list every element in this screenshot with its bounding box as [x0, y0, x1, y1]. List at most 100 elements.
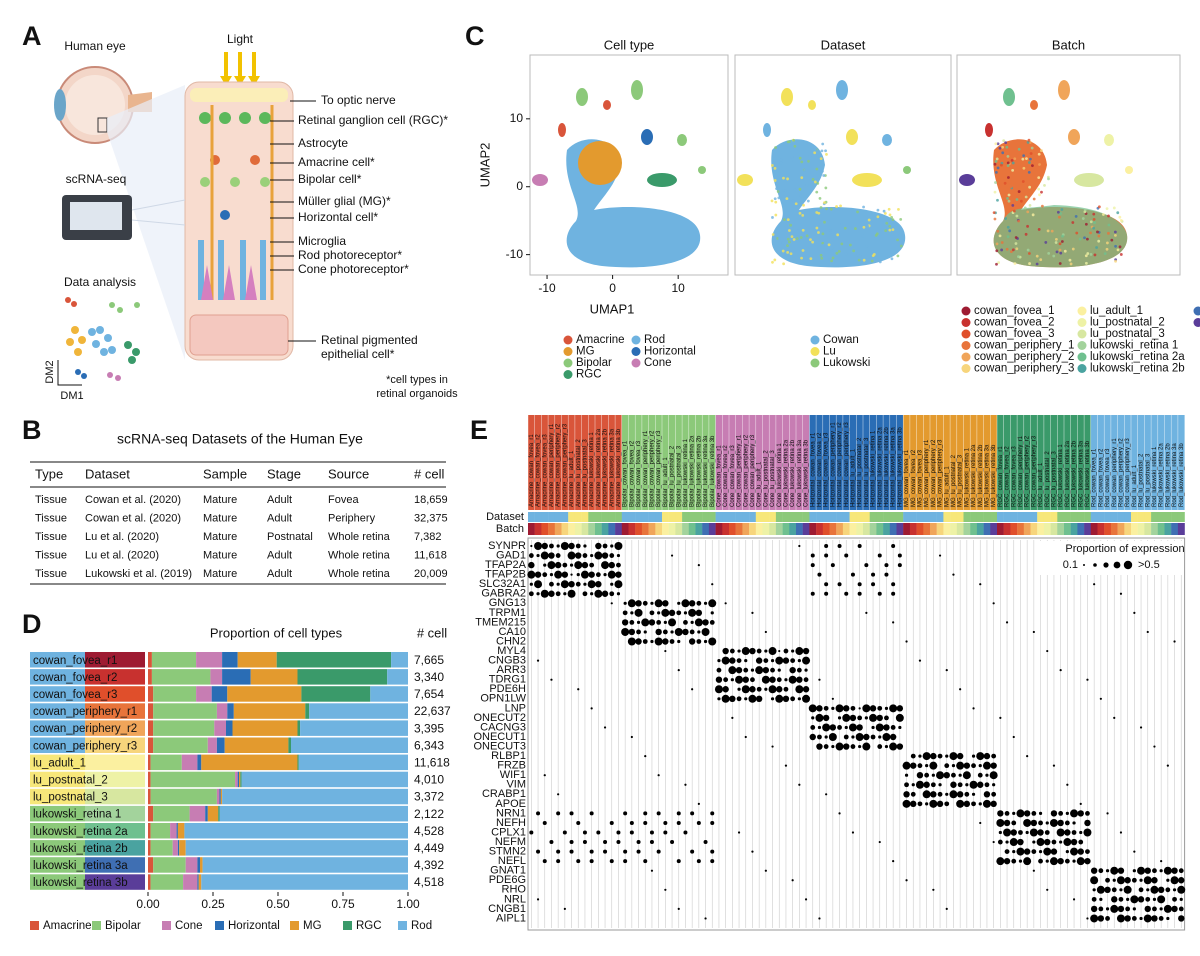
expression-dot	[978, 802, 982, 806]
expression-dot	[1051, 839, 1057, 845]
expression-dot	[670, 554, 674, 557]
legend-label: cowan_periphery_1	[974, 340, 1074, 352]
bar-segment	[211, 686, 228, 702]
expression-dot	[568, 542, 575, 550]
umap-speckle	[770, 164, 774, 167]
count-label: 4,528	[414, 824, 444, 838]
gene-label: CPLX1	[491, 826, 526, 838]
dataset-strip	[1157, 512, 1165, 522]
expression-dot	[1126, 897, 1130, 901]
expression-dot	[560, 580, 569, 589]
dataset-strip	[1144, 512, 1152, 522]
umap-cluster	[603, 100, 611, 110]
row-label: cowan_periphery_r3	[33, 740, 137, 752]
bar-segment	[291, 737, 408, 753]
gene-label: TDRG1	[489, 674, 526, 686]
umap-speckle	[810, 215, 814, 219]
table-cell: 7,382	[414, 531, 442, 543]
umap-speckle	[1014, 236, 1018, 239]
umap-speckle	[1010, 159, 1014, 162]
umap-speckle	[993, 162, 997, 166]
umap-speckle	[1113, 230, 1117, 234]
expression-dot	[601, 552, 609, 559]
umap-speckle	[1006, 154, 1010, 158]
expression-dot	[662, 638, 669, 645]
umap-speckle	[1103, 252, 1107, 256]
expression-dot	[634, 608, 643, 617]
expression-dot	[1133, 850, 1136, 853]
expression-dot	[1023, 818, 1032, 827]
expression-dot	[536, 592, 540, 596]
column-label: Bipolar_lukowski_retina 2a	[690, 435, 696, 507]
x-tick-label: 0.75	[331, 897, 355, 911]
expression-dot	[864, 563, 869, 568]
expression-dot	[528, 561, 535, 569]
row-batch	[85, 720, 145, 736]
batch-strip	[816, 523, 823, 535]
expression-dot	[1071, 830, 1077, 835]
umap-cluster	[1074, 173, 1104, 187]
umap-speckle	[799, 194, 803, 198]
count-label: 3,395	[414, 721, 444, 735]
expression-dot	[643, 859, 648, 864]
expression-dot	[929, 799, 938, 808]
expression-dot	[1031, 849, 1037, 854]
expression-dot	[897, 553, 902, 558]
umap-title: Cell type	[604, 37, 655, 52]
expression-dot	[1090, 905, 1098, 913]
expression-dot	[755, 695, 763, 702]
batch-strip	[1137, 523, 1145, 535]
expression-dot	[629, 620, 635, 625]
expression-dot	[1023, 848, 1031, 855]
batch-strip	[749, 523, 756, 535]
expression-dot	[902, 799, 911, 808]
column-label: Rod_lu_postnatal_2	[1139, 453, 1145, 507]
column-label: Amacrine_lukowski_retina 3b	[616, 428, 622, 507]
legend-swatch	[961, 306, 971, 316]
expression-dot	[1172, 896, 1177, 902]
bar-segment	[185, 857, 198, 873]
umap-speckle	[1001, 145, 1004, 149]
dataset-strip	[641, 512, 649, 522]
expression-dot	[542, 820, 547, 825]
column-label: Cone_lukowski_retina 2b	[790, 439, 796, 507]
expression-dot	[1026, 755, 1029, 758]
row-batch	[85, 771, 145, 788]
umap-speckle	[891, 218, 895, 222]
bar-segment	[210, 669, 223, 685]
batch-strip	[541, 523, 549, 535]
bar-segment	[148, 754, 151, 771]
expression-dot	[728, 666, 737, 675]
expression-dot	[1086, 678, 1089, 681]
expression-dot	[1064, 858, 1070, 864]
expression-dot	[708, 637, 717, 646]
umap-speckle	[816, 178, 820, 182]
bar-segment	[150, 788, 217, 805]
expression-dot	[1131, 916, 1137, 921]
umap-speckle	[1029, 157, 1032, 161]
dataset-strip	[990, 512, 998, 522]
expression-dot	[696, 600, 702, 606]
table-cell: 11,618	[414, 549, 447, 561]
expression-dot	[1011, 858, 1017, 864]
column-label: Amacrine_lukowski_retina 2a	[596, 428, 602, 507]
umap-speckle	[867, 218, 871, 222]
expression-dot	[656, 620, 662, 625]
expression-dot	[992, 783, 996, 787]
row-dataset	[30, 805, 85, 822]
expression-dot	[1105, 907, 1110, 911]
expression-dot	[683, 620, 688, 625]
column-label: RGC_lukowski_retina 2a	[1065, 440, 1071, 507]
column-label: Horizontal_cowan_fovea_r3	[824, 432, 830, 507]
umap-speckle	[829, 207, 833, 211]
bar-segment	[176, 823, 178, 839]
expression-dot	[676, 811, 681, 816]
count-label: 2,122	[414, 807, 444, 821]
column-label: Cone_lu_adult_1	[757, 461, 763, 507]
legend-label: lukowski_retina 2a	[1090, 351, 1185, 363]
expression-dot	[683, 611, 688, 615]
batch-strip	[561, 523, 569, 535]
column-label: Cone_lukowski_retina 2a	[784, 439, 790, 507]
column-label: Bipolar_lukowski_retina 3b	[710, 435, 716, 507]
expression-dot	[630, 735, 633, 739]
